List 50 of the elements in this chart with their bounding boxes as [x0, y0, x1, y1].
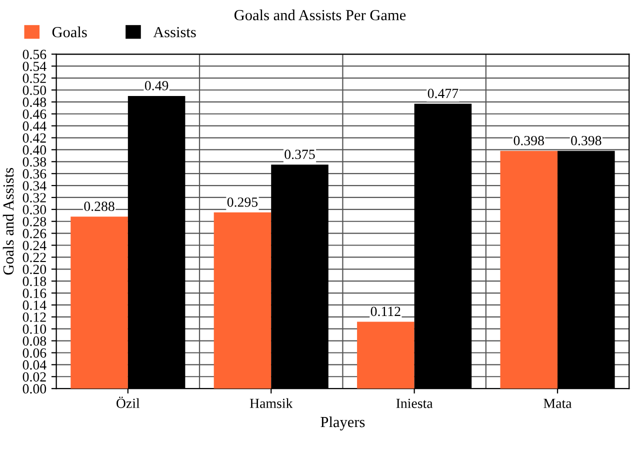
data-label: 0.375 [284, 150, 315, 160]
y-tick-label: 0.06 [22, 348, 46, 358]
bar [214, 212, 272, 389]
y-tick-label: 0.32 [22, 193, 46, 202]
y-tick-label: 0.34 [22, 181, 46, 191]
y-tick-label: 0.30 [22, 205, 46, 214]
y-tick-label: 0.24 [22, 240, 46, 250]
y-tick-label: 0.54 [22, 62, 46, 72]
y-tick-label: 0.42 [22, 133, 46, 143]
data-label: 0.398 [514, 136, 544, 146]
y-tick-label: 0.52 [22, 74, 46, 84]
data-label: 0.49 [144, 80, 168, 90]
y-tick-label: 0.14 [22, 300, 46, 310]
y-tick-label: 0.26 [22, 228, 46, 238]
y-tick-label: 0.12 [22, 312, 46, 322]
data-label: 0.398 [571, 136, 602, 146]
legend-label: Assists [153, 27, 196, 38]
y-tick-label: 0.36 [22, 169, 46, 179]
y-tick-label: 0.00 [22, 384, 46, 394]
x-tick-label: Özil [116, 396, 140, 408]
y-tick-label: 0.10 [22, 324, 46, 334]
y-tick-label: 0.04 [22, 360, 46, 370]
y-tick-label: 0.08 [22, 336, 46, 346]
x-axis-title: Players [320, 416, 365, 430]
y-tick-label: 0.38 [22, 157, 46, 167]
legend-label: Goals [52, 26, 87, 38]
chart-title: Goals and Assists Per Game [234, 10, 406, 20]
data-label: 0.477 [428, 88, 458, 98]
bar [357, 322, 414, 389]
y-tick-label: 0.40 [22, 145, 46, 155]
data-label: 0.288 [84, 202, 114, 212]
data-label: 0.112 [370, 306, 400, 316]
x-tick-label: Mata [544, 398, 572, 408]
x-tick-label: Iniesta [396, 398, 433, 408]
y-tick-label: 0.22 [22, 252, 46, 262]
y-tick-label: 0.44 [22, 121, 46, 131]
y-tick-label: 0.56 [22, 50, 46, 60]
bar [70, 216, 128, 389]
x-tick-label: Hamsik [250, 398, 293, 408]
y-tick-label: 0.46 [22, 109, 46, 119]
y-tick-label: 0.28 [22, 216, 46, 226]
y-tick-label: 0.18 [22, 276, 46, 286]
y-tick-label: 0.48 [22, 98, 46, 107]
y-tick-label: 0.02 [22, 372, 46, 382]
data-label: 0.295 [227, 197, 258, 207]
y-tick-label: 0.50 [22, 86, 46, 96]
y-axis-title: Goals and Assists [2, 168, 14, 275]
bar [500, 150, 558, 389]
y-tick-label: 0.20 [22, 264, 46, 274]
y-tick-label: 0.16 [22, 288, 46, 298]
